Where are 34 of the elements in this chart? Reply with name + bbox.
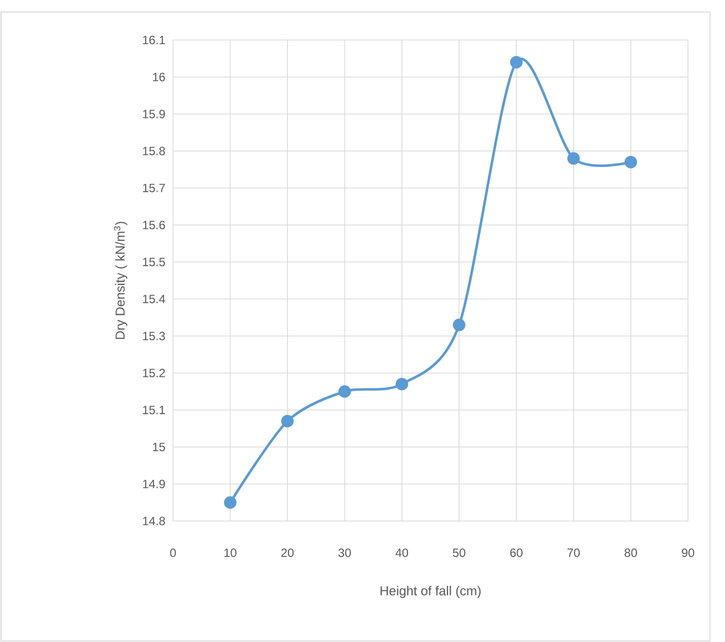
x-axis-title: Height of fall (cm) <box>380 586 481 598</box>
y-tick-label: 15.1 <box>143 406 165 414</box>
x-tick-label: 70 <box>567 548 580 558</box>
point <box>396 378 408 390</box>
y-tick-label: 15.9 <box>143 110 165 118</box>
x-tick-label: 90 <box>682 548 694 558</box>
x-tick-label: 80 <box>624 548 637 558</box>
y-tick-label: 15.3 <box>143 332 165 340</box>
y-axis-title: Dry Density ( kN/m$^{3}$) <box>114 222 128 339</box>
x-tick-label: 30 <box>338 548 351 558</box>
x-tick-label: 60 <box>510 548 523 558</box>
point <box>567 152 580 165</box>
point <box>510 56 523 68</box>
x-tick-label: 20 <box>281 548 294 558</box>
y-tick-label: 14.8 <box>143 516 165 526</box>
point <box>338 385 351 398</box>
y-tick-label: 15 <box>153 442 165 452</box>
point <box>281 414 294 428</box>
x-tick-label: 50 <box>452 548 466 558</box>
y-tick-label: 15.2 <box>143 368 165 378</box>
x-tick-label: 40 <box>395 548 408 558</box>
y-tick-label: 14.9 <box>143 480 165 488</box>
y-tick-label: 16.1 <box>143 36 165 44</box>
point <box>624 156 638 168</box>
point <box>452 318 466 332</box>
y-tick-label: 16 <box>153 72 165 82</box>
y-tick-label: 15.7 <box>143 184 165 192</box>
y-tick-label: 15.5 <box>143 258 165 266</box>
y-tick-label: 15.4 <box>143 294 166 304</box>
x-tick-label: 10 <box>224 548 236 558</box>
y-tick-label: 15.8 <box>143 146 165 156</box>
point <box>224 496 236 509</box>
y-tick-label: 15.6 <box>143 220 165 230</box>
x-tick-label: 0 <box>170 548 176 558</box>
